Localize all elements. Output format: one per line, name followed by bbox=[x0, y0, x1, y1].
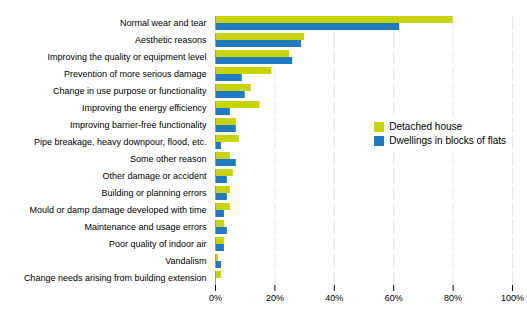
html-text:Dwellings in blocks of flats: Dwellings in blocks of flats bbox=[389, 135, 506, 146]
svg-text:Improving the quality or equip: Improving the quality or equipment level bbox=[47, 52, 206, 62]
svg-text:100%: 100% bbox=[501, 293, 524, 303]
svg-text:Normal wear and tear: Normal wear and tear bbox=[120, 18, 207, 28]
svg-text:20%: 20% bbox=[266, 293, 284, 303]
svg-text:40%: 40% bbox=[325, 293, 343, 303]
svg-text:Aesthetic reasons: Aesthetic reasons bbox=[135, 35, 207, 45]
svg-text:Change in use purpose or funct: Change in use purpose or functionality bbox=[53, 86, 207, 96]
svg-text:Improving the energy efficienc: Improving the energy efficiency bbox=[82, 103, 207, 113]
svg-text:Some other reason: Some other reason bbox=[130, 154, 207, 164]
svg-text:Improving barrier-free functio: Improving barrier-free functionality bbox=[70, 120, 207, 130]
svg-text:80%: 80% bbox=[444, 293, 462, 303]
svg-text:60%: 60% bbox=[385, 293, 403, 303]
svg-text:Other damage or accident: Other damage or accident bbox=[102, 171, 207, 181]
svg-text:Pipe breakage, heavy downpour,: Pipe breakage, heavy downpour, flood, et… bbox=[34, 137, 207, 147]
html-text:Detached house: Detached house bbox=[389, 121, 463, 132]
svg-text:Mould or damp damage developed: Mould or damp damage developed with time bbox=[29, 205, 206, 215]
svg-text:Prevention of more serious dam: Prevention of more serious damage bbox=[64, 69, 207, 79]
svg-text:Building or planning errors: Building or planning errors bbox=[101, 188, 207, 198]
svg-text:Vandalism: Vandalism bbox=[165, 256, 206, 266]
svg-text:Maintenance and usage errors: Maintenance and usage errors bbox=[84, 222, 207, 232]
svg-text:Poor quality of indoor air: Poor quality of indoor air bbox=[109, 239, 207, 249]
svg-text:0%: 0% bbox=[209, 293, 222, 303]
svg-text:Change needs arising from buil: Change needs arising from building exten… bbox=[24, 273, 207, 283]
